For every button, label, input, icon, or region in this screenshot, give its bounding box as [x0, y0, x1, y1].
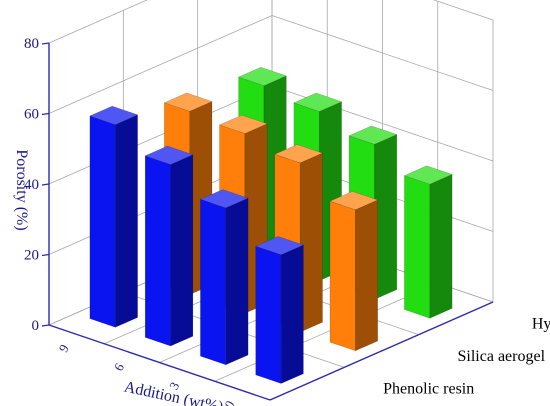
left-wall-gridline — [48, 15, 273, 114]
bar-top-face — [255, 236, 305, 256]
bar-top-face — [89, 105, 139, 125]
bar-front-face — [89, 115, 116, 328]
series-label: Silica aerogel — [458, 348, 546, 365]
x-category-label: 0 — [221, 398, 237, 406]
back-wall-gridline — [432, 0, 494, 21]
bar-top-face — [144, 145, 194, 165]
bar — [144, 145, 194, 347]
bar-front-face — [200, 198, 227, 366]
axis-layer — [41, 42, 494, 401]
bar — [255, 236, 305, 384]
bar-top-face — [403, 165, 453, 185]
bar-side-face — [429, 174, 453, 319]
bar-side-face — [280, 244, 304, 384]
z-tick — [41, 42, 50, 45]
bar — [89, 105, 139, 328]
left-wall-gridline — [48, 0, 148, 44]
x-category-label: 6 — [111, 360, 128, 373]
z-tick-label: 20 — [24, 248, 39, 264]
bar-front-face — [144, 155, 171, 347]
bar-top-face — [163, 92, 213, 112]
z-tick — [41, 112, 50, 116]
bar-layer — [89, 66, 453, 384]
floor-gridline — [214, 282, 438, 382]
bar — [329, 191, 379, 352]
bar-top-face — [274, 144, 324, 164]
z-tick-label: 80 — [24, 36, 39, 52]
bar-top-face — [329, 191, 379, 211]
bar-side-face — [115, 114, 138, 328]
bar — [199, 189, 249, 366]
z-tick — [41, 324, 50, 327]
series-label: Phenolic resin — [383, 381, 474, 398]
left-wall-gridline — [48, 85, 273, 185]
z-tick — [41, 253, 50, 257]
bar-front-face — [255, 245, 282, 384]
z-tick-label: 40 — [24, 177, 39, 193]
bar — [403, 165, 453, 319]
y-axis-title: Porosity (%) — [13, 149, 30, 230]
bar-front-face — [329, 200, 356, 352]
bar-top-face — [237, 66, 287, 86]
z-tick-label: 60 — [24, 107, 39, 123]
bar-side-face — [225, 197, 249, 366]
z-tick-label: 0 — [32, 318, 40, 334]
bar-top-face — [348, 125, 398, 145]
series-axis-line — [269, 301, 494, 401]
bar-top-face — [218, 114, 268, 134]
bar-side-face — [355, 199, 378, 352]
bar-top-face — [293, 92, 343, 112]
bar-front-face — [404, 175, 431, 319]
series-label: Hydrogen peroxide — [532, 315, 550, 332]
bar-top-face — [199, 189, 249, 209]
x-category-label: 9 — [56, 342, 72, 355]
z-tick — [41, 183, 50, 186]
x-axis-line — [48, 324, 271, 401]
bar-side-face — [170, 154, 194, 347]
